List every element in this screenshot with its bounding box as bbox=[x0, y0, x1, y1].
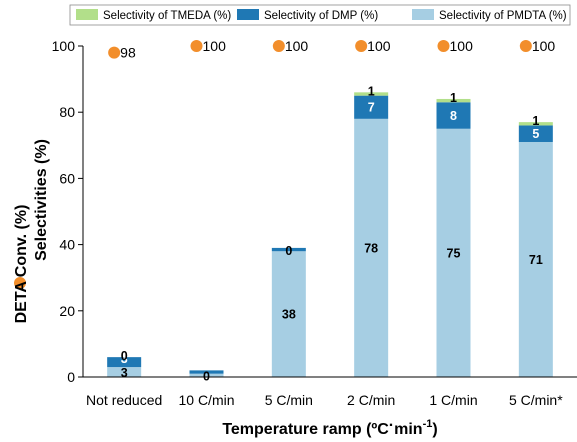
conversion-label: 100 bbox=[532, 38, 556, 54]
conversion-label: 100 bbox=[203, 38, 227, 54]
legend: Selectivity of TMEDA (%) Selectivity of D… bbox=[69, 4, 571, 26]
bar-label: 71 bbox=[529, 253, 543, 267]
legend-label: Selectivity of TMEDA (%) bbox=[103, 10, 231, 22]
bar-label: 1 bbox=[450, 91, 457, 105]
bar-tmeda-4 bbox=[354, 92, 389, 96]
legend-label: Selectivity of DMP (%) bbox=[264, 10, 378, 22]
x-axis-title-sup: -1 bbox=[423, 418, 433, 430]
bar-label: 5 bbox=[532, 127, 539, 141]
conversion-label: 100 bbox=[450, 38, 474, 54]
x-axis-title: Temperature ramp (ºC·min-1) bbox=[222, 417, 437, 438]
bar-label: 0 bbox=[121, 349, 128, 363]
y-tick-label: 100 bbox=[52, 38, 76, 54]
conversion-label: 100 bbox=[367, 38, 391, 54]
bar-pmdta-2 bbox=[189, 373, 224, 377]
x-tick-label: 2 C/min bbox=[347, 392, 395, 408]
bar-pmdta-3 bbox=[271, 251, 306, 377]
bar-label: 3 bbox=[121, 366, 128, 380]
y-tick-label: 20 bbox=[59, 303, 75, 319]
legend-swatch bbox=[412, 9, 434, 20]
y-axis-title-selectivities: Selectivities (%) bbox=[33, 139, 50, 261]
bar-label: 1 bbox=[532, 114, 539, 128]
legend-swatch bbox=[76, 9, 98, 20]
x-tick-label: Not reduced bbox=[86, 392, 162, 408]
bar-dmp-5 bbox=[436, 102, 471, 129]
conversion-point bbox=[519, 40, 532, 52]
bar-dmp-2 bbox=[189, 370, 224, 374]
bar-label: 0 bbox=[285, 244, 292, 258]
y-axis: 0 20 40 60 80 100 bbox=[52, 38, 84, 385]
bar-label: 7 bbox=[368, 101, 375, 115]
conversion-points: 98 100 100 100 100 100 bbox=[108, 38, 555, 61]
bar-label: 3 bbox=[121, 352, 128, 366]
conversion-label: 100 bbox=[285, 38, 309, 54]
x-tick-label: 10 C/min bbox=[178, 392, 234, 408]
bar-pmdta-6 bbox=[518, 141, 553, 377]
conversion-point bbox=[355, 40, 368, 52]
legend-label: Selectivity of PMDTA (%) bbox=[439, 10, 567, 22]
y-tick-label: 40 bbox=[59, 237, 75, 253]
x-axis-title-dot: · bbox=[389, 417, 394, 434]
legend-box bbox=[69, 4, 571, 26]
bar-dmp-1 bbox=[107, 357, 142, 368]
x-axis-title-end: ) bbox=[432, 421, 437, 438]
legend-swatch bbox=[237, 9, 259, 20]
y-axis-title-conversion: DETA Conv. (%) bbox=[13, 205, 30, 324]
bar-pmdta-5 bbox=[436, 128, 471, 377]
bar-label: 78 bbox=[364, 241, 378, 255]
bar-pmdta-1 bbox=[107, 367, 142, 377]
y-axis-title: DETA Conv. (%) Selectivities (%) bbox=[13, 139, 50, 323]
conversion-marker-icon bbox=[14, 277, 26, 289]
conversion-point bbox=[272, 40, 285, 52]
x-axis: Not reduced 10 C/min 5 C/min 2 C/min 1 C/min… bbox=[83, 376, 577, 408]
conversion-label: 98 bbox=[120, 45, 136, 61]
conversion-point bbox=[437, 40, 450, 52]
bar-dmp-6 bbox=[518, 125, 553, 142]
conversion-point bbox=[108, 46, 121, 59]
bar-label: 1 bbox=[368, 84, 375, 98]
bar-dmp-4 bbox=[354, 95, 389, 119]
bar-tmeda-6 bbox=[518, 122, 553, 126]
conversion-point bbox=[190, 40, 203, 52]
y-tick-label: 0 bbox=[67, 369, 75, 385]
x-tick-label: 5 C/min* bbox=[509, 392, 563, 408]
x-axis-title-main: Temperature ramp (ºC bbox=[222, 421, 389, 438]
x-tick-label: 1 C/min bbox=[429, 392, 477, 408]
y-tick-label: 80 bbox=[59, 104, 75, 120]
y-tick-label: 60 bbox=[59, 170, 75, 186]
x-axis-title-unit: min bbox=[394, 421, 422, 438]
bar-tmeda-5 bbox=[436, 98, 471, 103]
bar-pmdta-4 bbox=[354, 118, 389, 377]
x-tick-label: 5 C/min bbox=[265, 392, 313, 408]
bar-label: 38 bbox=[282, 308, 296, 322]
bar-label: 8 bbox=[450, 109, 457, 123]
bar-dmp-3 bbox=[271, 247, 306, 252]
bar-label: 75 bbox=[447, 246, 461, 260]
